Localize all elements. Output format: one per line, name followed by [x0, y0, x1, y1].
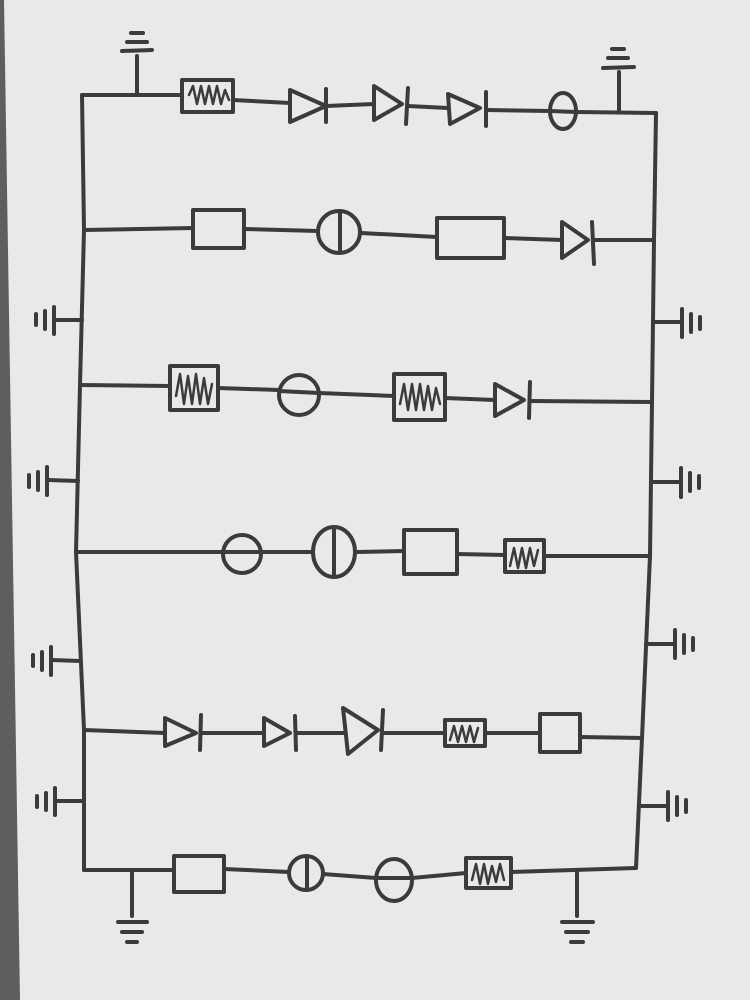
ground-icon: [644, 628, 695, 660]
diode-icon: [288, 87, 328, 124]
resistor-icon: [443, 718, 487, 748]
ground-icon: [601, 47, 636, 114]
ground-icon: [31, 645, 82, 677]
row-3-wire: [78, 383, 654, 404]
right-rail: [634, 111, 658, 870]
resistor-icon: [180, 78, 235, 114]
box-component-icon: [191, 208, 246, 250]
row-6-wire: [82, 866, 638, 880]
box-component-icon: [538, 712, 582, 754]
circle-component-icon: [311, 525, 357, 579]
circle-component-icon: [277, 373, 321, 417]
diode-icon: [372, 84, 410, 126]
ground-icon: [116, 868, 149, 944]
row-5-wire: [82, 728, 644, 740]
diode-icon: [493, 380, 532, 420]
circle-component-icon: [548, 91, 578, 131]
row-4-wire: [74, 549, 652, 558]
ground-icon: [560, 870, 595, 944]
diode-icon: [341, 706, 385, 756]
ground-icon: [35, 786, 86, 817]
row-1-wire: [80, 93, 658, 115]
diode-icon: [560, 220, 596, 266]
ground-icon: [637, 790, 688, 822]
ground-icon: [651, 307, 702, 339]
ground-icon: [120, 31, 154, 97]
circle-component-icon: [287, 854, 325, 892]
box-component-icon: [402, 528, 459, 576]
resistor-icon: [503, 538, 546, 574]
resistor-icon: [392, 372, 447, 422]
ground-icon: [27, 465, 80, 497]
circuit-wiring: [74, 93, 658, 880]
diode-icon: [262, 714, 298, 752]
diode-icon: [446, 90, 488, 128]
diode-icon: [163, 713, 203, 752]
ground-icon: [649, 466, 701, 499]
circle-component-icon: [374, 857, 414, 903]
resistor-icon: [464, 856, 513, 890]
left-rail: [74, 93, 86, 872]
row-2-wire: [82, 226, 656, 242]
box-component-icon: [435, 216, 506, 260]
resistor-icon: [168, 364, 220, 412]
circle-component-icon: [316, 209, 362, 255]
circuit-components: [27, 31, 702, 944]
circle-component-icon: [221, 533, 263, 575]
ground-icon: [34, 305, 84, 336]
box-component-icon: [172, 854, 226, 894]
